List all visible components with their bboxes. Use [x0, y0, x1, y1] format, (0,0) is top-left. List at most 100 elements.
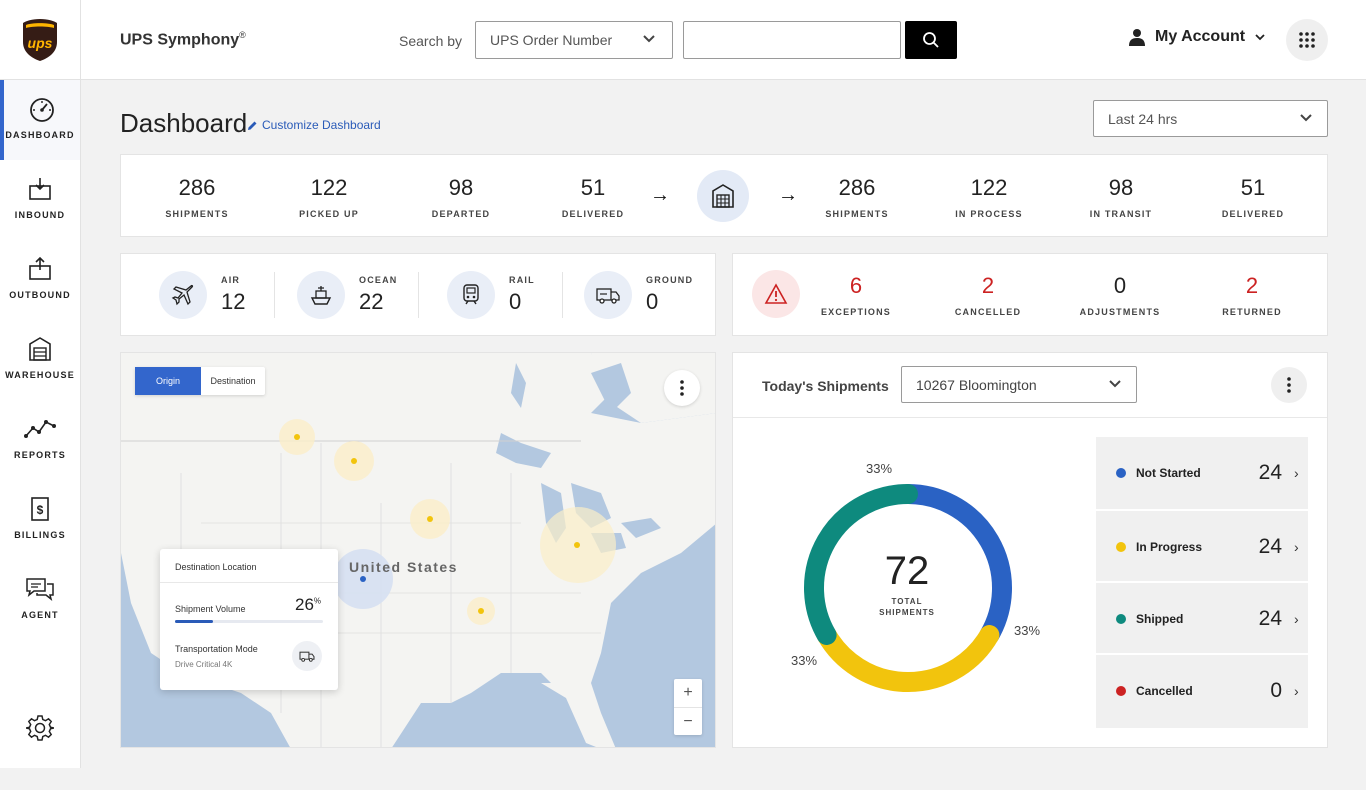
my-account-menu[interactable]: My Account	[1128, 28, 1266, 46]
mode-text: RAIL 0	[509, 275, 535, 315]
outbound-shipments-stat[interactable]: 286 SHIPMENTS	[802, 175, 912, 219]
stat-value: 286	[838, 175, 876, 200]
stat-label: DELIVERED	[1221, 209, 1285, 219]
stat-value: 2	[981, 273, 995, 298]
time-range-value: Last 24 hrs	[1108, 110, 1178, 127]
stat-label: SHIPMENTS	[825, 209, 889, 219]
toggle-destination[interactable]: Destination	[210, 376, 256, 386]
zoom-in-button[interactable]: +	[683, 684, 693, 701]
shipment-flow-card: 286 SHIPMENTS 122 PICKED UP 98 DEPARTED …	[120, 154, 1328, 237]
search-type-value: UPS Order Number	[490, 32, 613, 48]
time-range-select[interactable]: Last 24 hrs	[1093, 100, 1328, 137]
map-country-label: United States	[349, 559, 458, 575]
location-select[interactable]: 10267 Bloomington	[901, 366, 1137, 403]
sidebar-item-label: REPORTS	[14, 450, 66, 460]
outbound-delivered-stat[interactable]: 51 DELIVERED	[1198, 175, 1308, 219]
donut-segment-shipped[interactable]	[804, 484, 918, 645]
mode-ground[interactable]: GROUND 0	[584, 271, 693, 319]
stat-value: 2	[1245, 273, 1259, 298]
stat-label: EXCEPTIONS	[820, 307, 891, 317]
sidebar-item-warehouse[interactable]: WAREHOUSE	[0, 320, 80, 400]
toggle-origin[interactable]: Origin	[135, 367, 201, 395]
stat-label: RETURNED	[1222, 307, 1282, 317]
mode-air[interactable]: AIR 12	[159, 271, 245, 319]
departed-stat[interactable]: 98 DEPARTED	[406, 175, 516, 219]
total-shipments-value: 72	[884, 549, 930, 593]
search-button[interactable]	[905, 21, 957, 59]
mode-ocean[interactable]: OCEAN 22	[297, 271, 398, 319]
sidebar-item-billings[interactable]: $ BILLINGS	[0, 480, 80, 560]
percent-label-shipped: 33%	[866, 461, 893, 476]
returned-stat[interactable]: 2 RETURNED	[1197, 273, 1307, 317]
zoom-controls: + −	[674, 679, 702, 735]
stat-value: 51	[580, 175, 606, 200]
legend-name: In Progress	[1136, 540, 1203, 554]
airplane-icon	[171, 284, 194, 306]
page-title: Dashboard	[120, 108, 248, 138]
chevron-right-icon: ›	[1294, 465, 1299, 481]
gauge-icon	[30, 98, 54, 122]
divider	[418, 272, 419, 318]
stat-value: 286	[178, 175, 216, 200]
more-vertical-icon	[1287, 377, 1291, 393]
customize-dashboard-link[interactable]: Customize Dashboard	[247, 118, 381, 132]
user-icon	[1129, 29, 1145, 46]
my-account-label: My Account	[1155, 28, 1246, 45]
cancelled-stat[interactable]: 2 CANCELLED	[933, 273, 1043, 317]
exceptions-stat[interactable]: 6 EXCEPTIONS	[801, 273, 911, 317]
divider	[160, 582, 338, 583]
svg-text:$: $	[37, 503, 44, 517]
donut-segment-in-progress[interactable]	[816, 625, 1000, 692]
donut-segment-not-started[interactable]	[898, 484, 1012, 645]
settings-gear-icon[interactable]	[26, 714, 54, 742]
grid-dots-icon	[1299, 32, 1315, 48]
mode-value: 0	[509, 289, 522, 314]
search-input[interactable]	[683, 21, 901, 59]
stat-label: SHIPMENTS	[165, 209, 229, 219]
map-more-button[interactable]	[664, 370, 700, 406]
in-process-stat[interactable]: 122 IN PROCESS	[934, 175, 1044, 219]
in-transit-stat[interactable]: 98 IN TRANSIT	[1066, 175, 1176, 219]
legend-name: Not Started	[1136, 466, 1201, 480]
destination-popup: Destination Location Shipment Volume 26%…	[160, 549, 338, 690]
sidebar-item-agent[interactable]: AGENT	[0, 560, 80, 640]
search-icon	[923, 32, 939, 48]
status-legend: Not Started 24 › In Progress 24 › Shippe…	[1096, 437, 1308, 728]
flow-arrow-icon: →	[778, 184, 798, 206]
sidebar-item-outbound[interactable]: OUTBOUND	[0, 240, 80, 320]
legend-row-not-started[interactable]: Not Started 24 ›	[1096, 437, 1308, 509]
total-shipments-label: TOTAL SHIPMENTS	[879, 597, 935, 617]
ups-logo-icon[interactable]: ups	[22, 18, 58, 62]
legend-row-cancelled[interactable]: Cancelled 0 ›	[1096, 655, 1308, 727]
sidebar-item-dashboard[interactable]: DASHBOARD	[0, 80, 80, 160]
sidebar-item-label: AGENT	[21, 610, 59, 620]
shipment-map[interactable]: Origin Destination United States Destina…	[120, 352, 716, 748]
mode-icon-circle	[584, 271, 632, 319]
inbound-shipments-stat[interactable]: 286 SHIPMENTS	[142, 175, 252, 219]
stat-value: 122	[310, 175, 348, 200]
stat-label: IN PROCESS	[955, 209, 1023, 219]
inbound-delivered-stat[interactable]: 51 DELIVERED	[538, 175, 648, 219]
mode-label: RAIL	[509, 275, 535, 285]
chevron-down-icon	[643, 35, 655, 43]
inbound-box-icon	[29, 178, 51, 200]
sidebar-item-label: WAREHOUSE	[5, 370, 75, 380]
legend-row-in-progress[interactable]: In Progress 24 ›	[1096, 511, 1308, 583]
mode-rail[interactable]: RAIL 0	[447, 271, 535, 319]
legend-row-shipped[interactable]: Shipped 24 ›	[1096, 583, 1308, 655]
search-type-select[interactable]: UPS Order Number	[475, 21, 673, 59]
stat-label: ADJUSTMENTS	[1079, 307, 1161, 317]
chevron-down-icon	[1109, 380, 1121, 388]
shipments-more-button[interactable]	[1271, 367, 1307, 403]
sidebar-item-reports[interactable]: REPORTS	[0, 400, 80, 480]
adjustments-stat[interactable]: 0 ADJUSTMENTS	[1065, 273, 1175, 317]
picked-up-stat[interactable]: 122 PICKED UP	[274, 175, 384, 219]
chevron-down-icon	[1255, 34, 1265, 41]
popup-title: Destination Location	[175, 562, 257, 572]
divider	[562, 272, 563, 318]
zoom-out-button[interactable]: −	[674, 707, 702, 735]
legend-value: 0	[1270, 679, 1282, 702]
apps-grid-button[interactable]	[1286, 19, 1328, 61]
logo-cell: ups	[0, 0, 81, 80]
sidebar-item-inbound[interactable]: INBOUND	[0, 160, 80, 240]
